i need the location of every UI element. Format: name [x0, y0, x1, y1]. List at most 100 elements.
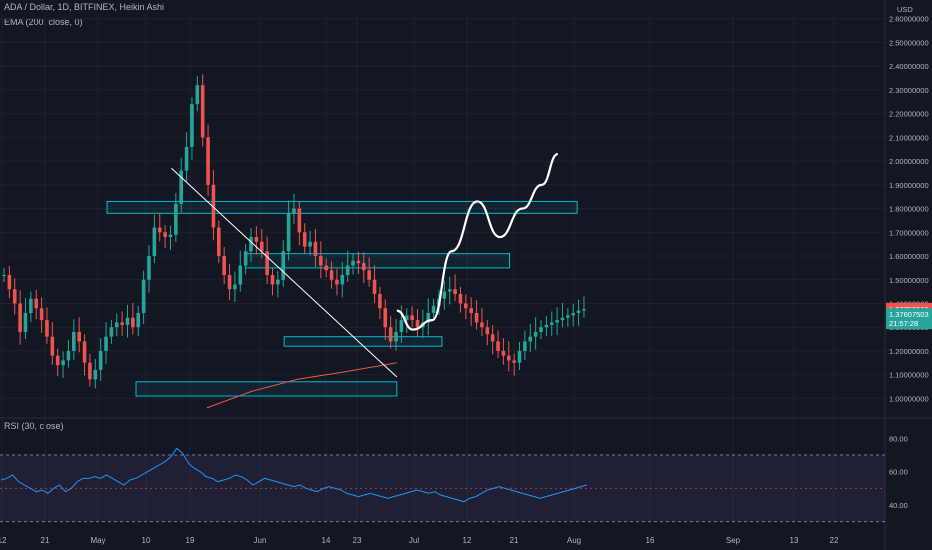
time-tick-label: 12 — [0, 536, 7, 545]
price-tick-label: 2.50000000 — [889, 38, 929, 47]
price-tick-label: 2.40000000 — [889, 62, 929, 71]
time-tick-label: 13 — [790, 536, 799, 545]
candle-body — [533, 331, 538, 337]
candle-body — [163, 232, 167, 238]
rsi-tick-label: 60.00 — [889, 468, 908, 477]
candle-body — [276, 279, 280, 285]
candle-body — [319, 256, 323, 266]
candle-body — [404, 315, 409, 321]
time-tick-label: 23 — [353, 536, 362, 545]
candle-body — [61, 360, 65, 366]
candle-body — [200, 85, 205, 138]
candle-body — [72, 331, 76, 351]
candle-body — [447, 289, 452, 292]
candle-body — [490, 334, 495, 342]
symbol-title: ADA / Dollar, 1D, BITFINEX, Heikin Ashi — [4, 2, 165, 12]
candle-body — [335, 279, 339, 285]
candle-body — [34, 298, 39, 309]
candle-body — [302, 232, 307, 247]
candle-body — [23, 312, 28, 332]
candle-body — [555, 320, 559, 323]
candle-body — [88, 362, 92, 380]
time-tick-label: 22 — [830, 536, 839, 545]
candle-body — [544, 324, 549, 328]
price-tick-label: 1.50000000 — [889, 276, 929, 285]
candle-body — [55, 355, 60, 366]
candle-body — [576, 310, 581, 313]
candle-body — [308, 241, 312, 247]
candle-body — [238, 265, 243, 285]
currency-label: USD — [897, 5, 913, 14]
rsi-tick-label: 40.00 — [889, 501, 908, 510]
candle-body — [431, 305, 436, 313]
candle-body — [174, 203, 178, 235]
candle-body — [125, 317, 130, 325]
candle-body — [222, 256, 226, 276]
candle-body — [329, 270, 334, 280]
candle-body — [50, 336, 55, 356]
candle-body — [372, 279, 377, 294]
time-tick-label: 16 — [646, 536, 655, 545]
price-zones — [106, 200, 578, 397]
time-tick-label: Jun — [254, 536, 267, 545]
time-tick-label: 12 — [463, 536, 472, 545]
projection-path — [396, 152, 559, 331]
candle-body — [506, 355, 511, 361]
candle-body — [378, 293, 382, 309]
candle-body — [549, 322, 554, 325]
time-tick-label: Jul — [409, 536, 419, 545]
candle-body — [233, 284, 237, 290]
candle-body — [82, 341, 87, 363]
price-tick-label: 1.10000000 — [889, 371, 929, 380]
price-tick-label: 2.20000000 — [889, 110, 929, 119]
candle-body — [39, 308, 44, 321]
candle-body — [168, 234, 173, 238]
candle-body — [297, 208, 302, 233]
candle-body — [281, 251, 286, 280]
ema-legend: EMA (200, close, 0) — [4, 17, 83, 27]
candle-body — [249, 237, 253, 252]
candle-body — [458, 293, 463, 304]
candle-body — [227, 275, 232, 290]
candle-body — [496, 341, 500, 351]
time-axis[interactable]: 12 21 May 10 19 Jun 14 23 Jul 12 21 Aug 16 Sep 13 22 — [0, 536, 839, 545]
candle-body — [485, 327, 490, 335]
price-tick-label: 1.70000000 — [889, 228, 929, 237]
candle-body — [560, 317, 565, 321]
candle-body — [109, 327, 114, 337]
price-tick-label: 1.60000000 — [889, 252, 929, 261]
support-resistance-zone — [135, 381, 398, 397]
candle-body — [464, 303, 468, 309]
candle-body — [66, 350, 71, 361]
candle-body — [539, 327, 543, 332]
price-axis[interactable]: 2.60000000 2.50000000 2.40000000 2.30000000… — [889, 15, 929, 404]
candle-body — [217, 227, 221, 257]
candle-body — [7, 275, 12, 290]
candle-body — [243, 251, 248, 266]
candle-body — [45, 320, 49, 337]
candle-body — [399, 320, 404, 332]
support-resistance-zone — [106, 200, 578, 214]
candle-body — [93, 369, 98, 380]
time-tick-label: 21 — [41, 536, 50, 545]
candle-body — [566, 315, 570, 318]
countdown-text: 21:57:28 — [889, 319, 918, 328]
time-tick-label: Aug — [567, 536, 581, 545]
candle-body — [141, 279, 146, 313]
candle-body — [184, 146, 189, 171]
trendline — [171, 167, 398, 378]
candle-body — [152, 227, 157, 257]
candle-body — [206, 137, 210, 185]
candle-body — [356, 260, 361, 264]
price-tick-label: 2.60000000 — [889, 15, 929, 24]
candle-body — [582, 309, 586, 311]
candle-body — [512, 360, 516, 363]
candle-body — [77, 331, 81, 342]
time-tick-label: May — [90, 536, 105, 545]
candle-body — [474, 312, 479, 323]
rsi-pane: 80.00 60.00 40.00 — [0, 434, 908, 523]
candle-body — [394, 331, 398, 342]
time-tick-label: 19 — [186, 536, 195, 545]
price-tick-label: 2.10000000 — [889, 133, 929, 142]
